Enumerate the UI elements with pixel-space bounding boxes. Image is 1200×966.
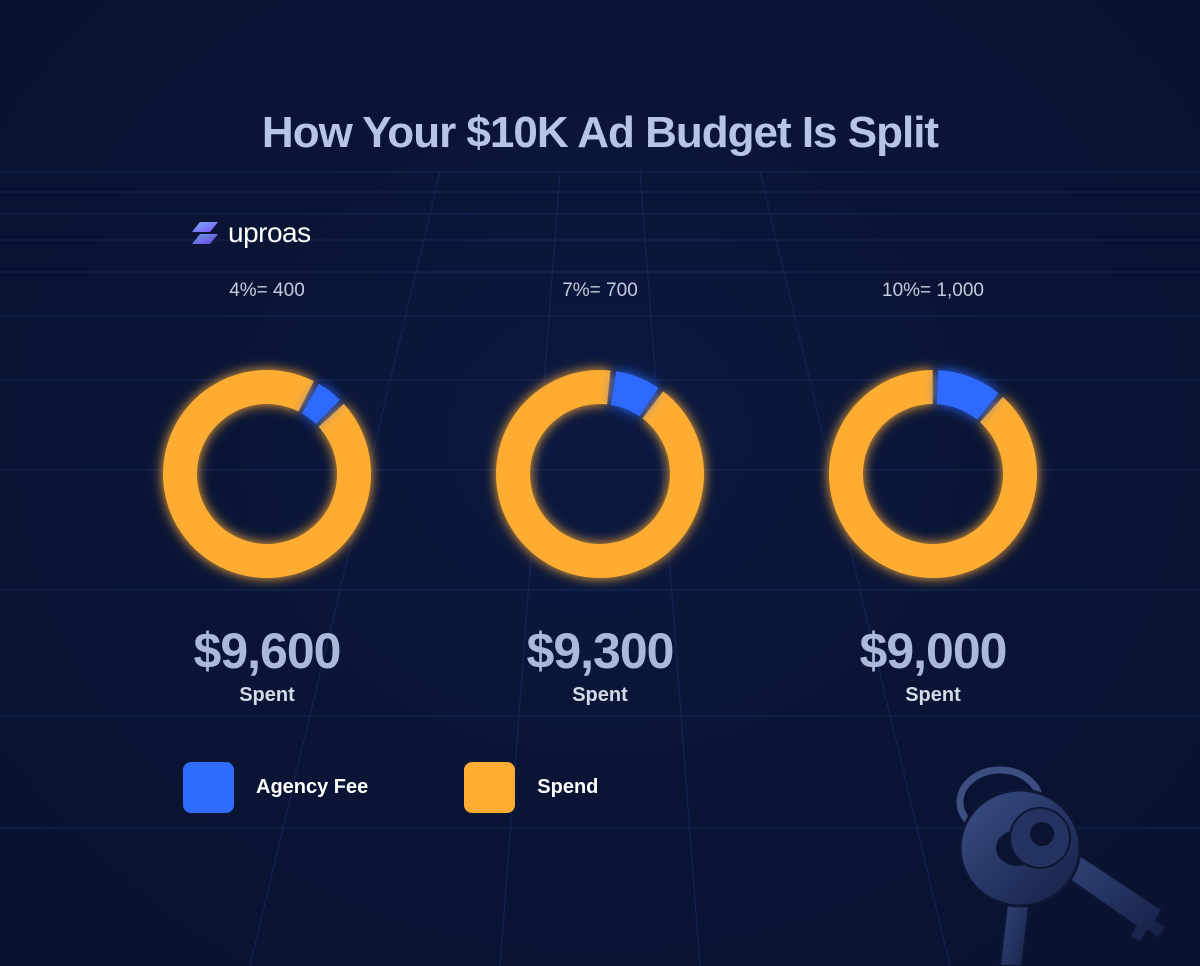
legend: Agency Fee Spend xyxy=(183,762,694,813)
brand-name: uproas xyxy=(228,217,311,248)
legend-label: Spend xyxy=(537,776,599,798)
chart-title: How Your $10K Ad Budget Is Split xyxy=(261,108,939,157)
donut-group-2: 7%= 700 $9,300 Spent xyxy=(450,280,750,707)
donut-chart xyxy=(496,369,704,578)
donut-chart xyxy=(163,369,372,578)
agency-fee-slice xyxy=(610,371,659,417)
donut-group-1: 4%= 400 $9,600 Spent xyxy=(117,280,417,707)
uproas-logo-icon xyxy=(192,222,218,244)
spent-label: Spent xyxy=(239,684,295,706)
agency-fee-slice xyxy=(936,370,999,420)
fee-label: 4%= 400 xyxy=(229,280,305,301)
legend-item-spend: Spend xyxy=(464,762,598,813)
donut-group-3: 10%= 1,000 $9,000 Spent xyxy=(783,280,1083,707)
spent-value: $9,300 xyxy=(526,623,675,679)
spent-value: $9,600 xyxy=(193,623,342,679)
legend-swatch-agency-fee xyxy=(183,762,234,813)
spent-label: Spent xyxy=(572,684,628,706)
spent-value: $9,000 xyxy=(859,623,1008,679)
spent-label: Spent xyxy=(905,684,961,706)
spend-slice xyxy=(829,370,1037,578)
keys-icon xyxy=(956,766,1168,966)
spend-slice xyxy=(163,369,372,578)
legend-item-agency-fee: Agency Fee xyxy=(183,762,368,813)
legend-swatch-spend xyxy=(464,762,516,813)
donut-chart xyxy=(829,370,1037,578)
spend-slice xyxy=(496,369,704,578)
fee-label: 10%= 1,000 xyxy=(882,280,984,301)
agency-fee-slice xyxy=(302,383,340,424)
legend-label: Agency Fee xyxy=(256,776,369,798)
brand-logo: uproas xyxy=(190,216,311,250)
fee-label: 7%= 700 xyxy=(562,280,638,301)
